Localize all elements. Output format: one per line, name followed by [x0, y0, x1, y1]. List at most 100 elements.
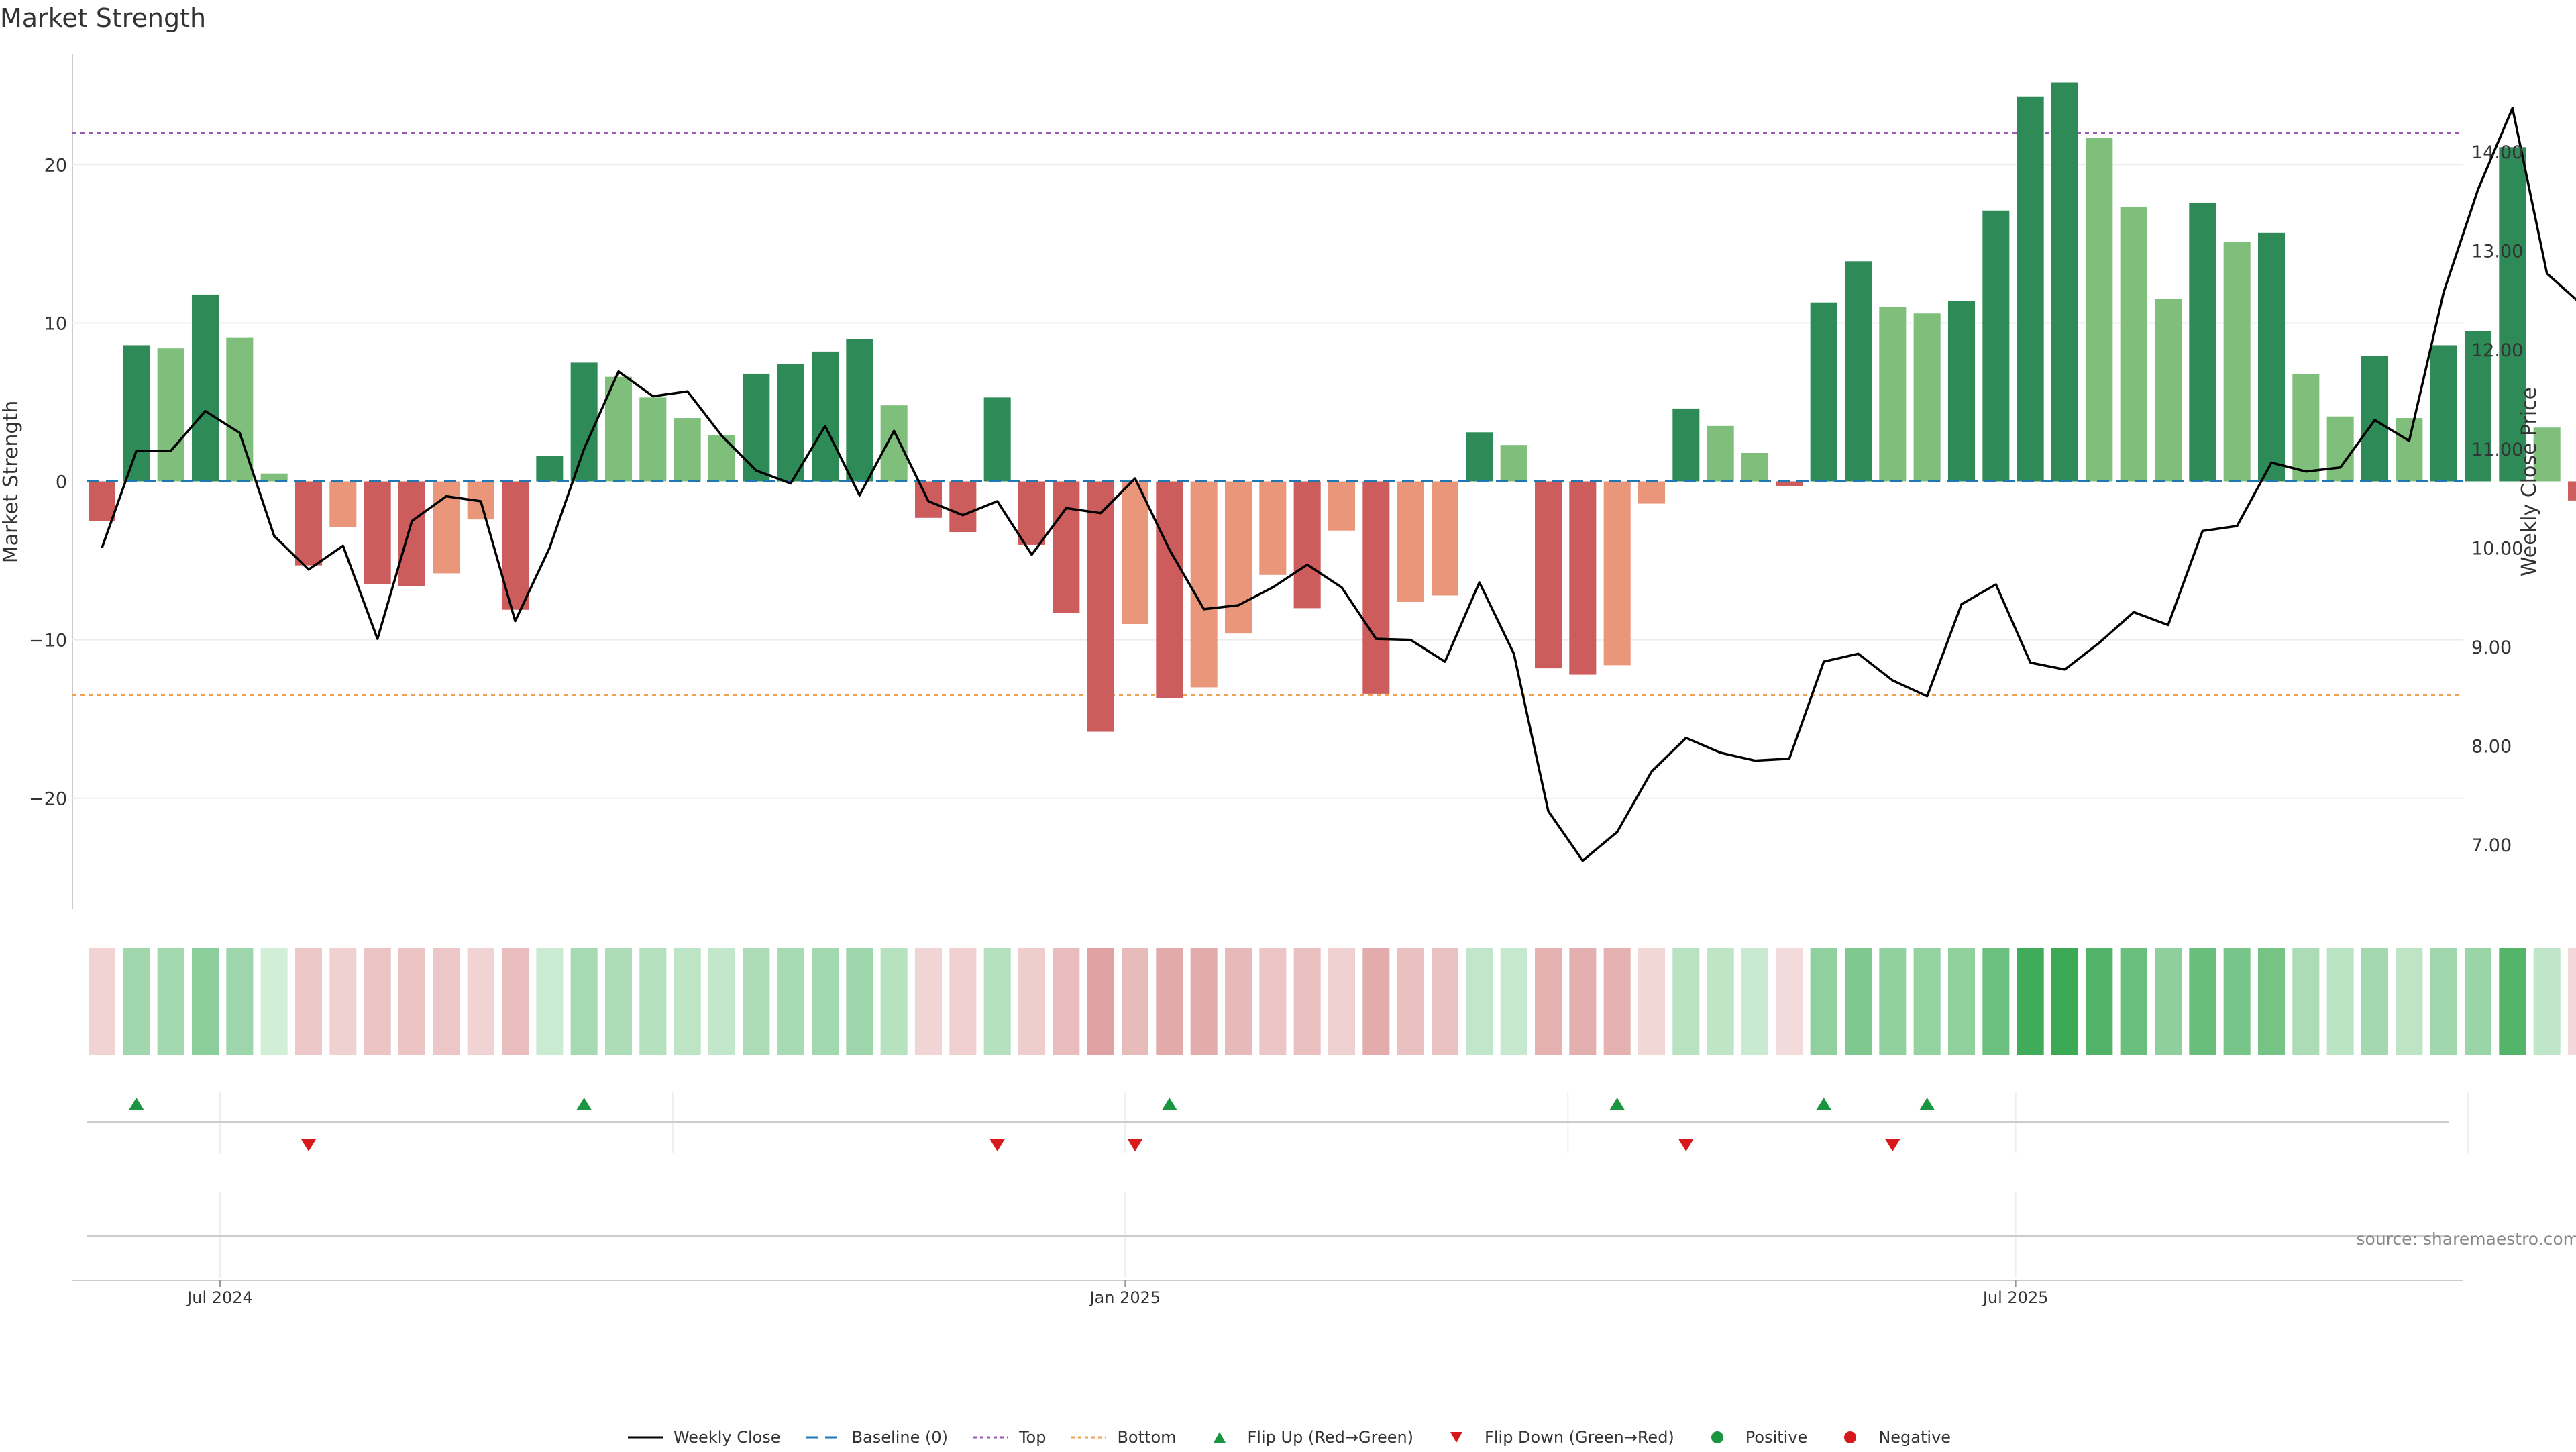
strength-bar — [295, 482, 322, 566]
strength-bar — [1294, 482, 1321, 609]
strength-bar — [123, 345, 150, 481]
heat-cell — [1191, 948, 1218, 1055]
third-panel-vertical-gridlines — [220, 1192, 2016, 1278]
heat-cell — [1982, 948, 2009, 1055]
strength-bar — [536, 456, 563, 482]
heat-cell — [1087, 948, 1114, 1055]
third-panel: source: sharemaestro.com — [87, 1192, 2576, 1278]
heat-cell — [2017, 948, 2044, 1055]
heat-cell — [1294, 948, 1321, 1055]
strength-bar — [1018, 482, 1045, 545]
heat-cell — [2121, 948, 2147, 1055]
strength-bar — [1604, 482, 1631, 666]
legend-item-negative: Negative — [1830, 1428, 1951, 1447]
strength-bar — [1501, 445, 1527, 481]
x-tick-label: Jul 2025 — [1982, 1288, 2049, 1307]
strength-bar — [1741, 453, 1768, 482]
heat-cell — [1362, 948, 1389, 1055]
legend-symbol — [1199, 1429, 1240, 1445]
heat-cell — [674, 948, 701, 1055]
flip-up-marker — [1920, 1098, 1935, 1110]
heat-cell — [1466, 948, 1493, 1055]
strength-bar — [2568, 482, 2576, 501]
heat-cell — [2361, 948, 2388, 1055]
heat-cell — [1776, 948, 1803, 1055]
strength-bar — [1087, 482, 1114, 732]
strength-bar — [1914, 313, 1941, 481]
legend-symbol — [1830, 1429, 1870, 1445]
heat-cell — [2396, 948, 2422, 1055]
legend-label: Negative — [1878, 1428, 1951, 1447]
y2-tick-label: 14.00 — [2471, 142, 2523, 163]
heat-cell — [1845, 948, 1872, 1055]
heat-cell — [2430, 948, 2457, 1055]
strength-bar — [1982, 211, 2009, 482]
y-tick-label: −10 — [29, 631, 67, 652]
heat-cell — [89, 948, 115, 1055]
legend-label: Weekly Close — [674, 1428, 781, 1447]
flip-down-marker — [1678, 1139, 1693, 1151]
heat-cell — [536, 948, 563, 1055]
legend-item-bottom: Bottom — [1069, 1428, 1176, 1447]
strength-bar — [1879, 307, 1906, 482]
strength-bar — [192, 295, 219, 482]
heat-cell — [1741, 948, 1768, 1055]
strength-bar — [2224, 242, 2251, 482]
strength-bars — [89, 83, 2576, 732]
flip-up-marker — [1610, 1098, 1625, 1110]
flip-down-marker — [1885, 1139, 1900, 1151]
heat-cell — [1122, 948, 1148, 1055]
strength-bar — [2327, 417, 2354, 482]
strength-bar — [2361, 356, 2388, 482]
y-tick-label: 10 — [44, 313, 67, 334]
flip-down-marker — [990, 1139, 1005, 1151]
strength-bar — [1672, 409, 1699, 482]
legend-symbol — [804, 1429, 844, 1445]
strength-bar — [949, 482, 976, 533]
chart-title: Market Strength — [0, 3, 206, 33]
strength-bar — [812, 352, 839, 482]
strength-bar — [1535, 482, 1562, 669]
y2-tick-label: 10.00 — [2471, 538, 2523, 559]
heat-cell — [639, 948, 666, 1055]
flip-markers-panel — [87, 1092, 2576, 1153]
strength-bar — [2155, 299, 2182, 482]
strength-bar — [1156, 482, 1183, 698]
heat-cell — [1569, 948, 1596, 1055]
strength-bar — [2292, 374, 2319, 482]
strength-bar — [1811, 303, 1837, 482]
strength-bar — [1397, 482, 1424, 602]
heat-cell — [261, 948, 288, 1055]
heat-cell — [915, 948, 942, 1055]
heat-cell — [1672, 948, 1699, 1055]
strength-bar — [158, 348, 184, 481]
heat-cell — [1225, 948, 1252, 1055]
strength-bar — [2258, 233, 2285, 482]
flip-up-marker — [577, 1098, 592, 1110]
strength-bar — [1328, 482, 1355, 531]
heat-cell — [1535, 948, 1562, 1055]
heat-cell — [2086, 948, 2112, 1055]
heat-cell — [1707, 948, 1734, 1055]
strength-bar — [1362, 482, 1389, 694]
flip-down-marker — [1128, 1139, 1142, 1151]
heat-cell — [502, 948, 529, 1055]
legend-symbol — [971, 1429, 1011, 1445]
heat-cell — [2155, 948, 2182, 1055]
strength-bar — [1638, 482, 1665, 504]
strength-bar — [1225, 482, 1252, 634]
legend-label: Bottom — [1117, 1428, 1176, 1447]
heat-cell — [1604, 948, 1631, 1055]
heat-cell — [571, 948, 598, 1055]
heat-cell — [1811, 948, 1837, 1055]
strength-heat-strip — [89, 948, 2576, 1055]
legend-label: Flip Up (Red→Green) — [1248, 1428, 1414, 1447]
heat-cell — [1397, 948, 1424, 1055]
y2-tick-label: 8.00 — [2471, 737, 2512, 758]
flip-up-marker — [129, 1098, 144, 1110]
